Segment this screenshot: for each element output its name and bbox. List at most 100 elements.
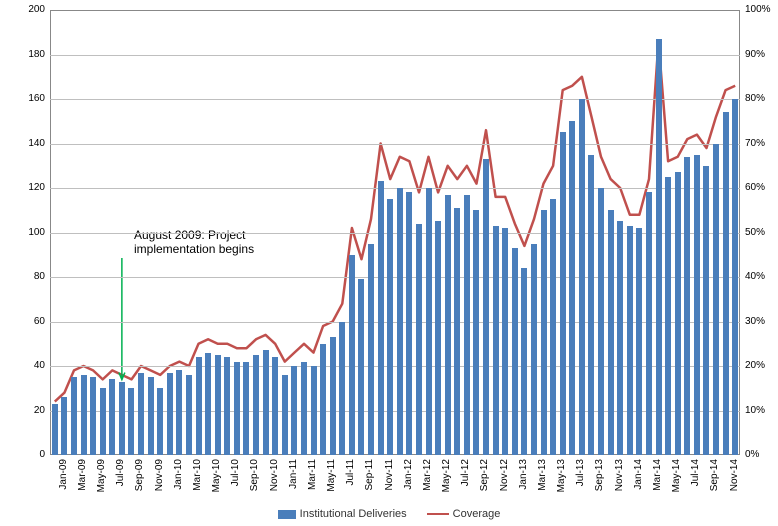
bar (52, 404, 58, 455)
legend-label: Coverage (453, 508, 501, 520)
bar (387, 199, 393, 455)
x-tick-label: Nov-12 (500, 459, 510, 491)
bar (560, 132, 566, 455)
x-tick-label: Sep-13 (595, 459, 605, 491)
bar (234, 362, 240, 455)
x-tick-label: Jan-09 (59, 459, 69, 490)
y-left-tick-label: 60 (34, 317, 45, 327)
y-left-tick-label: 20 (34, 406, 45, 416)
gridline (50, 99, 740, 100)
x-tick-label: Mar-09 (78, 459, 88, 491)
bar (224, 357, 230, 455)
bar (397, 188, 403, 455)
legend: Institutional DeliveriesCoverage (0, 508, 778, 520)
x-tick-label: Sep-14 (710, 459, 720, 491)
x-tick-label: Nov-10 (270, 459, 280, 491)
y-right-tick-label: 50% (745, 228, 765, 238)
bar (598, 188, 604, 455)
bar (301, 362, 307, 455)
bar (61, 397, 67, 455)
bar (617, 221, 623, 455)
bar (320, 344, 326, 455)
x-tick-label: Jan-12 (404, 459, 414, 490)
x-tick-label: May-12 (442, 459, 452, 492)
x-tick-label: Nov-14 (730, 459, 740, 491)
bar (608, 210, 614, 455)
bar (627, 226, 633, 455)
bar (157, 388, 163, 455)
y-right-tick-label: 80% (745, 94, 765, 104)
x-tick-label: Mar-11 (308, 459, 318, 490)
bar (723, 112, 729, 455)
x-tick-label: Sep-11 (365, 459, 375, 491)
bar (656, 39, 662, 455)
y-left-tick-label: 120 (28, 183, 45, 193)
legend-swatch (427, 513, 449, 515)
x-tick-label: May-11 (327, 459, 337, 492)
x-tick-label: Nov-09 (155, 459, 165, 491)
bar (100, 388, 106, 455)
x-tick-label: Jul-11 (346, 459, 356, 486)
x-tick-label: Mar-10 (193, 459, 203, 491)
bar (483, 159, 489, 455)
bar (311, 366, 317, 455)
bar (128, 388, 134, 455)
bar (176, 370, 182, 455)
bar (196, 357, 202, 455)
bar (215, 355, 221, 455)
bar (263, 350, 269, 455)
bar (81, 375, 87, 455)
bar (378, 181, 384, 455)
y-right-tick-label: 40% (745, 272, 765, 282)
legend-swatch (278, 510, 296, 519)
bar (732, 99, 738, 455)
x-tick-label: Sep-09 (135, 459, 145, 491)
bar (512, 248, 518, 455)
x-tick-label: Jan-13 (519, 459, 529, 490)
bar (416, 224, 422, 455)
y-left-tick-label: 180 (28, 50, 45, 60)
bar (243, 362, 249, 455)
y-left-tick-label: 140 (28, 139, 45, 149)
y-right-tick-label: 100% (745, 5, 771, 15)
bar (473, 210, 479, 455)
bar (636, 228, 642, 455)
x-tick-label: Jan-14 (634, 459, 644, 490)
bar (148, 377, 154, 455)
bar (588, 155, 594, 455)
bar (550, 199, 556, 455)
bar (71, 377, 77, 455)
bar (330, 337, 336, 455)
y-right-tick-label: 60% (745, 183, 765, 193)
bar (454, 208, 460, 455)
x-tick-label: Sep-10 (250, 459, 260, 491)
annotation-line: implementation begins (134, 242, 254, 256)
y-right-tick-label: 0% (745, 450, 759, 460)
bar (435, 221, 441, 455)
x-tick-label: May-09 (97, 459, 107, 492)
bar (406, 192, 412, 455)
x-tick-label: Jan-11 (289, 459, 299, 489)
annotation-line: August 2009: Project (134, 228, 254, 242)
x-tick-label: May-14 (672, 459, 682, 492)
bar (368, 244, 374, 455)
bar (167, 373, 173, 455)
bar (493, 226, 499, 455)
bar (253, 355, 259, 455)
bar (349, 255, 355, 455)
bar (426, 188, 432, 455)
chart-container: August 2009: Projectimplementation begin… (0, 0, 778, 526)
y-left-tick-label: 200 (28, 5, 45, 15)
bar (90, 377, 96, 455)
y-right-tick-label: 70% (745, 139, 765, 149)
gridline (50, 144, 740, 145)
bar (531, 244, 537, 455)
bar (569, 121, 575, 455)
bar (339, 322, 345, 456)
x-tick-label: Jul-12 (461, 459, 471, 486)
bar (502, 228, 508, 455)
bar (694, 155, 700, 455)
bar (521, 268, 527, 455)
x-tick-label: Jul-14 (691, 459, 701, 486)
y-left-tick-label: 40 (34, 361, 45, 371)
